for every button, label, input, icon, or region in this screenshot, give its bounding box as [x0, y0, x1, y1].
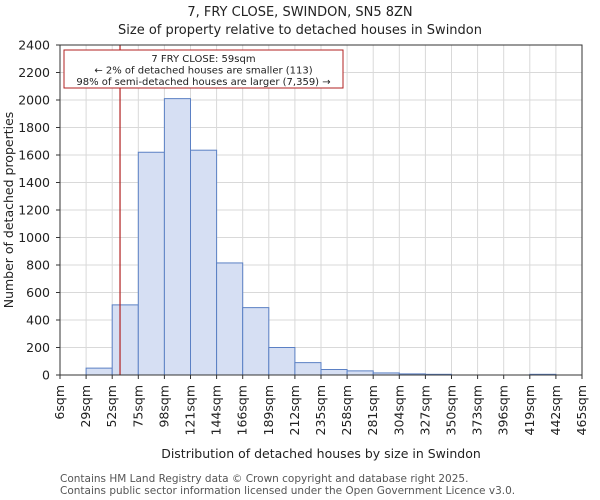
histogram-chart: 0 200 400 600 800 1000 1200 1400 1600 1800 2000 220… [1, 38, 589, 462]
bar-212sqm [294, 362, 322, 376]
y-tick-label: 800 [26, 258, 50, 273]
bar-121sqm [190, 149, 218, 376]
x-tick-label: 235sqm [313, 385, 328, 435]
bar-52sqm [111, 304, 139, 376]
bar-29sqm [85, 367, 113, 376]
x-tick-label: 166sqm [235, 385, 250, 435]
footer-licence: Contains public sector information licen… [60, 485, 516, 497]
x-tick-label: 144sqm [209, 385, 224, 435]
x-tick-label: 419sqm [522, 385, 537, 435]
bar-75sqm [137, 151, 165, 376]
y-tick-label: 2400 [18, 38, 50, 53]
bars [85, 98, 557, 376]
x-tick-label: 258sqm [339, 385, 354, 435]
x-tick-label: 281sqm [365, 385, 380, 435]
x-tick-label: 75sqm [130, 385, 145, 428]
bar-235sqm [320, 369, 348, 376]
y-axis-label: Number of detached properties [1, 112, 16, 309]
x-tick-label: 98sqm [156, 385, 171, 428]
annotation-frame [63, 49, 344, 89]
y-tick-label: 400 [26, 313, 50, 328]
y-tick-label: 1800 [18, 120, 50, 135]
bar-144sqm [216, 262, 244, 376]
x-tick-label: 6sqm [52, 385, 67, 420]
x-tick-label: 442sqm [548, 385, 563, 435]
y-tick-label: 1600 [18, 148, 50, 163]
y-tick-label: 2000 [18, 93, 50, 108]
x-tick-label: 327sqm [417, 385, 432, 435]
annotation-box: 7 FRY CLOSE: 59sqm← 2% of detached house… [63, 49, 344, 89]
x-tick-label: 396sqm [496, 385, 511, 435]
y-tick-label: 0 [42, 368, 50, 383]
bar-98sqm [163, 98, 191, 376]
y-tick-label: 2200 [18, 65, 50, 80]
bar-189sqm [268, 347, 296, 376]
x-tick-label: 121sqm [183, 385, 198, 435]
y-tick-label: 1400 [18, 175, 50, 190]
x-tick-label: 29sqm [78, 385, 93, 428]
chart-title: Size of property relative to detached ho… [118, 23, 482, 38]
x-tick-label: 52sqm [104, 385, 119, 428]
x-tick-label: 212sqm [287, 385, 302, 435]
x-tick-label: 465sqm [574, 385, 589, 435]
annotation-line-2: ← 2% of detached houses are smaller (113… [94, 66, 312, 77]
y-axis: 0 200 400 600 800 1000 1200 1400 1600 1800 2000 220… [18, 38, 60, 383]
y-tick-label: 1000 [18, 230, 50, 245]
y-tick-label: 200 [26, 340, 50, 355]
footer-copyright: Contains HM Land Registry data © Crown c… [60, 473, 469, 485]
bar-166sqm [242, 307, 270, 376]
y-tick-label: 600 [26, 285, 50, 300]
y-tick-label: 1200 [18, 203, 50, 218]
chart-title-address: 7, FRY CLOSE, SWINDON, SN5 8ZN [187, 5, 413, 20]
annotation-line-3: 98% of semi-detached houses are larger (… [76, 77, 330, 88]
x-axis-label: Distribution of detached houses by size … [161, 446, 481, 461]
bar-258sqm [346, 370, 374, 376]
x-tick-label: 189sqm [261, 385, 276, 435]
x-tick-label: 373sqm [470, 385, 485, 435]
x-tick-label: 350sqm [444, 385, 459, 435]
x-axis: 6sqm 29sqm 52sqm 75sqm 98sqm 121sqm 144sqm 166s… [52, 375, 589, 435]
x-tick-label: 304sqm [391, 385, 406, 435]
annotation-line-1: 7 FRY CLOSE: 59sqm [151, 54, 255, 65]
